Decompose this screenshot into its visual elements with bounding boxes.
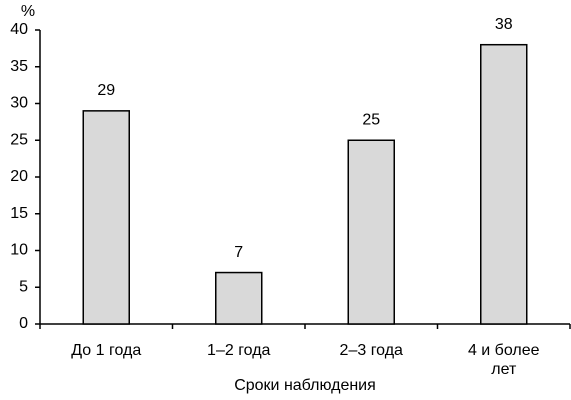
data-label: 25: [362, 111, 380, 128]
bar: [480, 43, 528, 325]
y-tick-label: 15: [10, 205, 28, 222]
y-tick-label: 0: [19, 315, 28, 332]
x-tick-label: До 1 года: [71, 342, 142, 359]
x-axis-label: Сроки наблюдения: [234, 377, 376, 394]
data-label: 7: [234, 244, 243, 261]
x-tick-label: 1–2 года: [207, 342, 271, 359]
data-label: 38: [495, 16, 513, 33]
bar: [82, 110, 130, 325]
y-tick-label: 20: [10, 168, 28, 185]
y-tick-label: 35: [10, 58, 28, 75]
y-tick-label: 25: [10, 131, 28, 148]
x-tick-label: 2–3 года: [339, 342, 403, 359]
x-tick-label: 4 и более лет: [467, 342, 540, 378]
bar: [215, 271, 263, 325]
y-tick-label: 30: [10, 95, 28, 112]
bar: [347, 139, 395, 325]
y-tick-label: 10: [10, 242, 28, 259]
data-label: 29: [97, 82, 115, 99]
y-tick-label: 40: [10, 21, 28, 38]
y-tick-label: 5: [19, 278, 28, 295]
y-axis-label: %: [21, 3, 35, 20]
